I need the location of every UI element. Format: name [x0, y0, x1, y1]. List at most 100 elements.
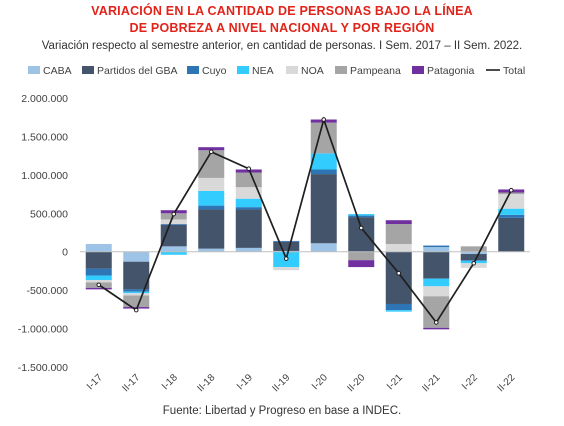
- bar-cuyo-i-19: [235, 207, 262, 210]
- y-axis: 2.000.000 1.500.000 1.000.000 500.000 0 -500.…: [18, 93, 68, 374]
- bar-partidos-del-gba-ii-21: [423, 251, 450, 279]
- bar-pampeana-i-22: [460, 246, 487, 252]
- bar-nea-i-19: [235, 198, 262, 208]
- legend-swatch-patagonia: [412, 66, 424, 74]
- total-point-i-17: [96, 282, 102, 288]
- legend-label-pampeana: Pampeana: [350, 65, 401, 77]
- bar-patagonia-ii-21: [423, 327, 450, 330]
- legend-label-total: Total: [503, 65, 525, 77]
- y-tick-label: 2.000.000: [21, 93, 68, 105]
- total-line: [98, 116, 513, 324]
- chart-source-note: Fuente: Libertad y Progreso en base a IN…: [162, 405, 402, 417]
- legend-label-patagonia: Patagonia: [427, 65, 474, 77]
- bar-cuyo-ii-22: [498, 214, 525, 218]
- total-point-ii-22: [508, 187, 514, 193]
- legend-swatch-partidos-del-gba: [82, 66, 94, 74]
- x-tick-label: II-22: [495, 372, 517, 394]
- bar-caba-ii-18: [198, 248, 225, 252]
- x-tick-label: II-19: [270, 372, 292, 394]
- bar-noa-ii-19: [273, 267, 300, 271]
- bar-nea-ii-18: [198, 190, 225, 206]
- bar-cuyo-i-17: [85, 268, 112, 276]
- total-point-ii-20: [358, 225, 364, 231]
- bar-cuyo-i-22: [460, 260, 487, 261]
- legend-label-partidos-del-gba: Partidos del GBA: [97, 65, 178, 77]
- bar-noa-i-21: [385, 244, 412, 252]
- x-tick-label: I-22: [460, 372, 480, 392]
- y-tick-label: -1.000.000: [18, 324, 68, 336]
- bar-noa-ii-21: [423, 286, 450, 297]
- total-point-i-19: [246, 166, 252, 172]
- x-tick-label: II-21: [420, 372, 442, 394]
- total-point-i-21: [396, 270, 402, 276]
- bar-cuyo-i-18: [160, 224, 187, 225]
- x-tick-label: I-18: [160, 372, 180, 392]
- bar-cuyo-ii-17: [123, 289, 150, 292]
- legend-swatch-nea: [237, 66, 249, 74]
- bar-caba-i-17: [85, 244, 112, 252]
- bar-nea-i-20: [310, 153, 337, 170]
- bar-pampeana-ii-20: [348, 251, 375, 261]
- bar-pampeana-i-19: [235, 172, 262, 188]
- bar-pampeana-i-21: [385, 224, 412, 245]
- bar-caba-ii-17: [123, 251, 150, 262]
- bar-partidos-del-gba-ii-19: [273, 241, 300, 251]
- bar-noa-ii-18: [198, 177, 225, 191]
- bar-patagonia-i-21: [385, 220, 412, 225]
- legend-swatch-noa: [286, 66, 298, 74]
- stacked-bar-chart: CABA Partidos del GBA Cuyo NEA NOA Pampeana Pa…: [18, 65, 530, 394]
- x-tick-label: I-19: [235, 372, 255, 392]
- total-point-ii-21: [433, 320, 439, 325]
- y-tick-label: -500.000: [27, 285, 69, 297]
- bar-partidos-del-gba-i-19: [235, 209, 262, 248]
- bars: [80, 119, 530, 330]
- total-point-ii-18: [208, 149, 214, 155]
- x-tick-label: I-17: [85, 372, 105, 392]
- bar-pampeana-ii-18: [198, 150, 225, 178]
- legend-label-noa: NOA: [301, 65, 324, 77]
- bar-noa-i-22: [460, 263, 487, 268]
- legend-swatch-caba: [28, 66, 40, 74]
- y-tick-label: 1.000.000: [21, 170, 68, 182]
- y-tick-label: 1.500.000: [21, 131, 68, 143]
- bar-partidos-del-gba-ii-20: [348, 217, 375, 252]
- bar-nea-ii-21: [423, 278, 450, 287]
- x-tick-label: II-18: [195, 372, 217, 394]
- legend-swatch-pampeana: [335, 66, 347, 74]
- x-axis: I-17 II-17 I-18 II-18 I-19 II-19 I-20 II-20 I-21…: [85, 372, 518, 394]
- bar-pampeana-ii-22: [498, 192, 525, 195]
- legend: CABA Partidos del GBA Cuyo NEA NOA Pampeana Pa…: [28, 65, 525, 77]
- bar-cuyo-i-21: [385, 303, 412, 311]
- chart-title-line2: DE POBREZA A NIVEL NACIONAL Y POR REGIÓN: [129, 21, 435, 35]
- bar-caba-i-20: [310, 243, 337, 252]
- total-point-ii-19: [283, 256, 289, 261]
- bar-partidos-del-gba-i-21: [385, 251, 412, 304]
- bar-partidos-del-gba-ii-18: [198, 209, 225, 249]
- bar-nea-ii-17: [123, 291, 150, 294]
- bar-patagonia-ii-20: [348, 260, 375, 268]
- bar-cuyo-i-20: [310, 169, 337, 175]
- bar-nea-ii-20: [348, 214, 375, 216]
- bar-pampeana-ii-17: [123, 295, 150, 308]
- total-series: [96, 116, 514, 325]
- bar-nea-ii-22: [498, 208, 525, 215]
- bar-partidos-del-gba-i-17: [85, 251, 112, 269]
- x-tick-label: I-21: [385, 372, 405, 392]
- chart-title-line1: VARIACIÓN EN LA CANTIDAD DE PERSONAS BAJ…: [91, 4, 473, 18]
- bar-caba-i-22: [460, 251, 487, 255]
- bar-partidos-del-gba-ii-17: [123, 261, 150, 290]
- bar-partidos-del-gba-ii-22: [498, 217, 525, 252]
- bar-caba-i-19: [235, 247, 262, 252]
- bar-nea-i-18: [160, 251, 187, 255]
- y-tick-label: 500.000: [30, 208, 68, 220]
- bar-partidos-del-gba-i-20: [310, 174, 337, 244]
- bar-cuyo-ii-20: [348, 215, 375, 218]
- x-tick-label: I-20: [310, 372, 330, 392]
- legend-label-cuyo: Cuyo: [202, 65, 227, 77]
- total-point-i-22: [471, 260, 477, 266]
- bar-cuyo-ii-18: [198, 205, 225, 210]
- bar-cuyo-ii-21: [423, 245, 450, 248]
- y-tick-label: 0: [62, 247, 68, 259]
- bar-patagonia-i-18: [160, 210, 187, 214]
- bar-noa-i-19: [235, 187, 262, 199]
